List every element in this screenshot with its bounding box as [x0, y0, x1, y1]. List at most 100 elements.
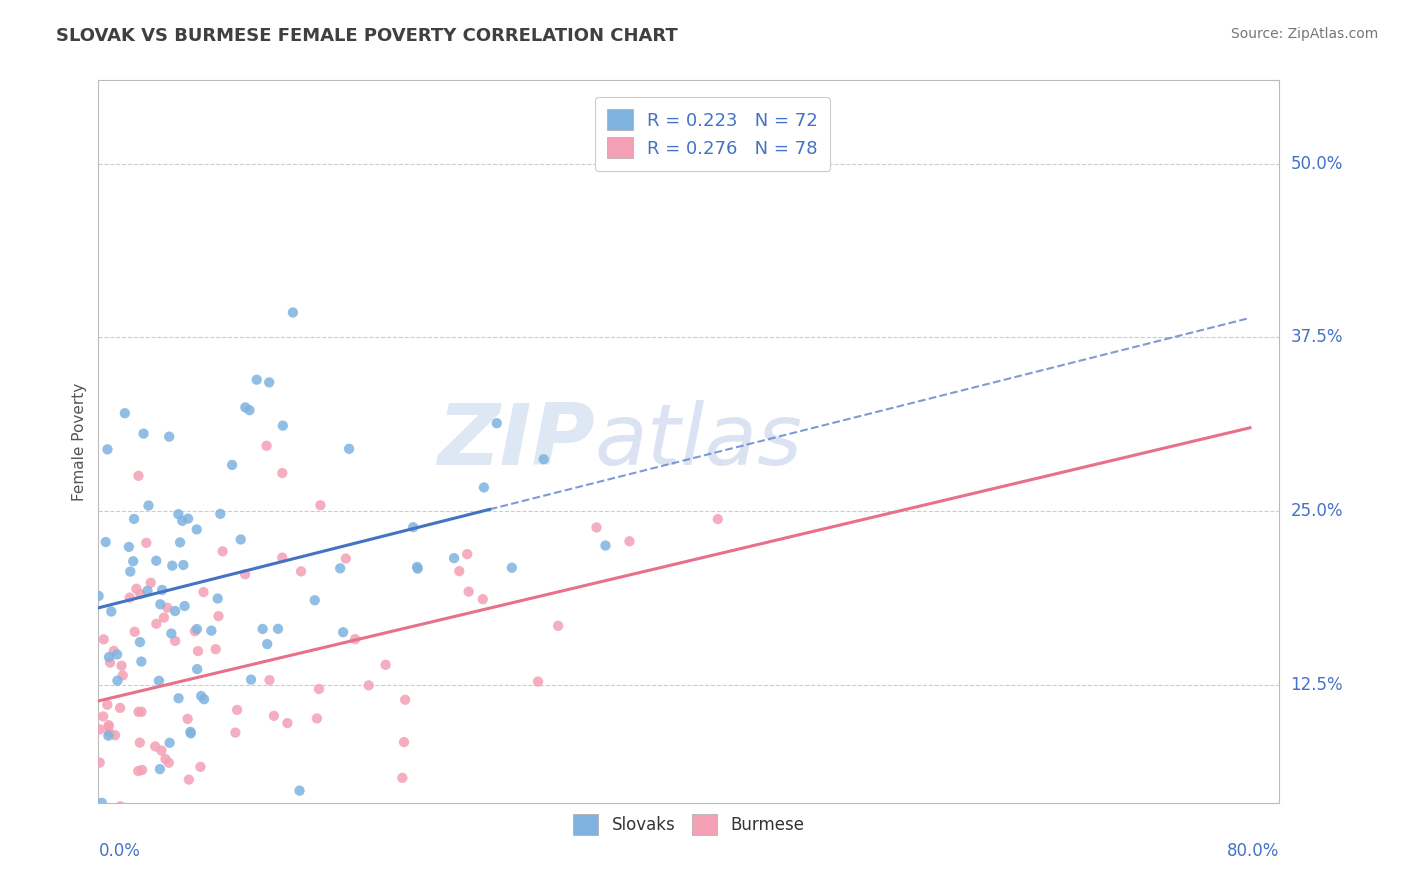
- Point: [139, 575, 162, 590]
- Point: [233, 567, 256, 582]
- Point: [204, 642, 226, 657]
- Point: [131, 655, 153, 669]
- Point: [308, 681, 330, 696]
- Point: [169, 535, 191, 549]
- Point: [443, 551, 465, 566]
- Point: [127, 705, 149, 719]
- Point: [245, 823, 267, 838]
- Point: [176, 712, 198, 726]
- Point: [394, 692, 416, 706]
- Point: [276, 716, 298, 731]
- Point: [89, 756, 111, 770]
- Point: [114, 406, 136, 420]
- Point: [98, 650, 121, 665]
- Point: [256, 823, 278, 838]
- Point: [87, 823, 110, 838]
- Point: [271, 418, 294, 433]
- Point: [127, 468, 149, 483]
- Point: [256, 637, 278, 651]
- Point: [186, 662, 208, 676]
- Point: [190, 760, 212, 774]
- Text: 80.0%: 80.0%: [1227, 842, 1279, 860]
- Point: [179, 724, 201, 739]
- Point: [184, 624, 207, 639]
- Text: ZIP: ZIP: [437, 400, 595, 483]
- Point: [207, 609, 229, 624]
- Point: [143, 739, 166, 754]
- Point: [124, 624, 146, 639]
- Point: [122, 554, 145, 568]
- Point: [129, 635, 152, 649]
- Point: [406, 562, 429, 576]
- Point: [108, 701, 131, 715]
- Point: [187, 644, 209, 658]
- Point: [233, 401, 256, 415]
- Point: [96, 442, 118, 457]
- Point: [136, 583, 159, 598]
- Text: Source: ZipAtlas.com: Source: ZipAtlas.com: [1230, 27, 1378, 41]
- Point: [93, 632, 115, 647]
- Point: [97, 718, 120, 732]
- Point: [357, 678, 380, 692]
- Point: [707, 512, 730, 526]
- Point: [190, 689, 212, 703]
- Point: [129, 823, 152, 838]
- Text: 25.0%: 25.0%: [1291, 502, 1343, 520]
- Point: [145, 554, 167, 568]
- Point: [329, 561, 352, 575]
- Point: [177, 511, 200, 525]
- Point: [305, 711, 328, 725]
- Point: [246, 373, 269, 387]
- Point: [391, 771, 413, 785]
- Text: 37.5%: 37.5%: [1291, 328, 1343, 346]
- Point: [149, 597, 172, 611]
- Point: [281, 305, 304, 319]
- Text: 50.0%: 50.0%: [1291, 154, 1343, 173]
- Point: [332, 625, 354, 640]
- Point: [110, 799, 132, 814]
- Point: [180, 726, 202, 740]
- Point: [159, 736, 181, 750]
- Point: [252, 622, 274, 636]
- Point: [135, 536, 157, 550]
- Point: [138, 499, 160, 513]
- Point: [98, 726, 121, 740]
- Point: [97, 729, 120, 743]
- Point: [87, 589, 110, 603]
- Point: [271, 466, 294, 480]
- Point: [157, 756, 180, 770]
- Point: [110, 658, 132, 673]
- Point: [193, 585, 215, 599]
- Point: [337, 442, 360, 456]
- Point: [211, 544, 233, 558]
- Point: [153, 610, 176, 624]
- Point: [533, 452, 555, 467]
- Point: [374, 657, 396, 672]
- Point: [457, 584, 479, 599]
- Point: [118, 591, 141, 605]
- Text: 12.5%: 12.5%: [1291, 676, 1343, 694]
- Point: [172, 558, 194, 572]
- Point: [167, 691, 190, 706]
- Point: [229, 533, 252, 547]
- Point: [471, 592, 494, 607]
- Point: [131, 705, 153, 719]
- Point: [527, 674, 550, 689]
- Point: [118, 540, 141, 554]
- Point: [207, 591, 229, 606]
- Point: [111, 668, 134, 682]
- Point: [162, 558, 184, 573]
- Point: [186, 622, 208, 636]
- Point: [257, 376, 280, 390]
- Point: [145, 616, 167, 631]
- Point: [104, 728, 127, 742]
- Point: [96, 698, 118, 712]
- Point: [456, 547, 478, 561]
- Point: [131, 763, 153, 777]
- Point: [149, 762, 172, 776]
- Point: [105, 648, 128, 662]
- Point: [120, 565, 142, 579]
- Point: [309, 498, 332, 512]
- Point: [156, 600, 179, 615]
- Point: [392, 735, 415, 749]
